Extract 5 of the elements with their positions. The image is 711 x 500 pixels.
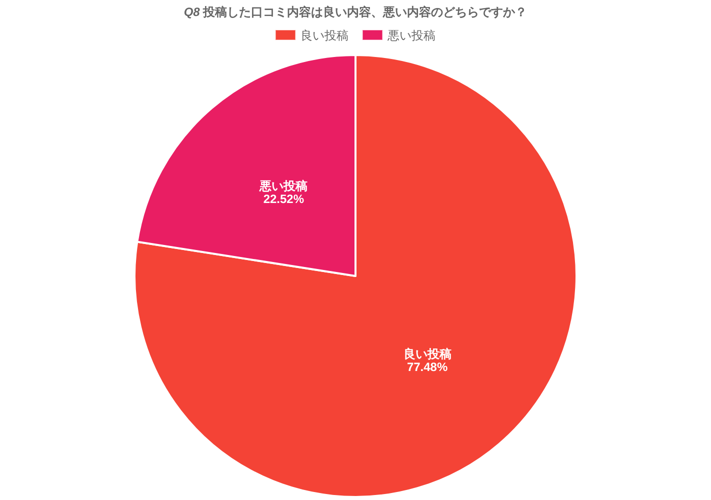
data-label: 悪い投稿 22.52% (260, 179, 308, 206)
legend-label: 悪い投稿 (388, 28, 436, 42)
title: Q8 投稿した口コミ内容は良い内容、悪い内容のどちらですか？ (184, 5, 528, 19)
data-label: 良い投稿 77.48% (403, 346, 452, 374)
legend-label: 良い投稿 (300, 28, 348, 42)
